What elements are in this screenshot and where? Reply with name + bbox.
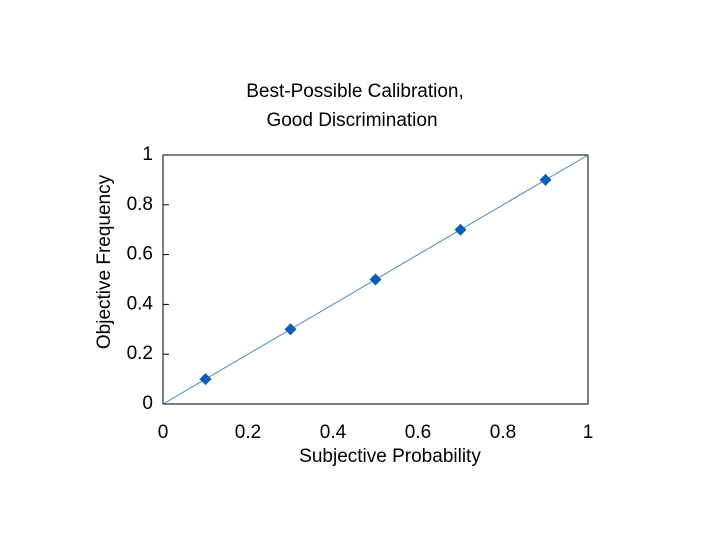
- x-tick-label: 0.6: [405, 422, 431, 443]
- marker: [454, 223, 467, 236]
- y-tick-label: 1: [142, 144, 153, 165]
- marker: [284, 323, 297, 336]
- x-tick-label: 1: [583, 422, 594, 443]
- marker: [539, 173, 552, 186]
- x-tick-label: 0.2: [235, 422, 261, 443]
- marker: [199, 373, 212, 386]
- y-tick-label: 0.2: [127, 343, 153, 364]
- y-tick-label: 0.8: [127, 194, 153, 215]
- x-tick-label: 0: [158, 422, 169, 443]
- plot-frame: [162, 154, 589, 405]
- chart-title: Best-Possible Calibration,: [246, 81, 464, 102]
- marker: [369, 273, 382, 286]
- y-tick-label: 0.6: [127, 244, 153, 265]
- x-tick-label: 0.4: [320, 422, 347, 443]
- x-tick-label: 0.8: [490, 422, 516, 443]
- x-axis-label: Subjective Probability: [299, 446, 481, 467]
- y-tick-label: 0: [142, 393, 153, 414]
- y-axis-label: Objective Frequency: [94, 174, 115, 349]
- y-tick-label: 0.4: [127, 293, 154, 314]
- chart-title: Good Discrimination: [266, 110, 437, 131]
